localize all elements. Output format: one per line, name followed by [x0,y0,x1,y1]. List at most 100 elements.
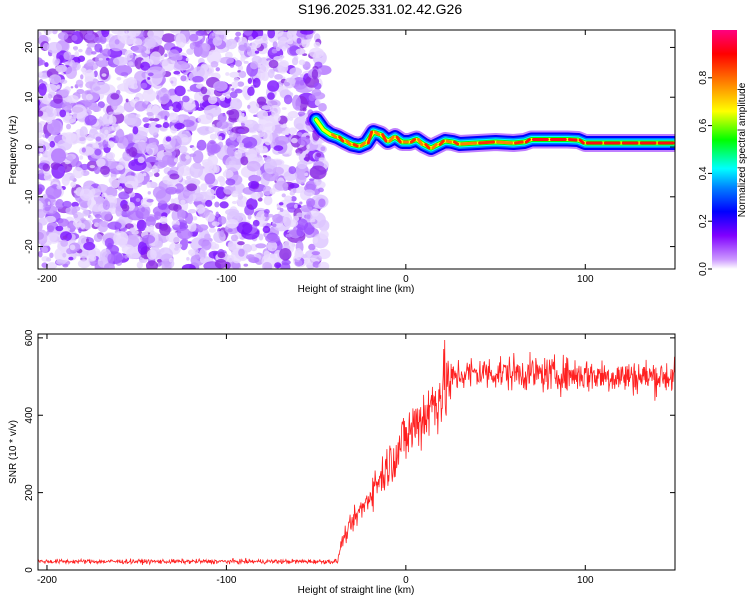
noise-blob [65,65,77,80]
noise-blob [318,261,330,269]
noise-blob [53,94,63,104]
noise-blob [198,238,210,247]
noise-blob [206,30,210,33]
noise-blob [267,92,275,100]
noise-blob [269,188,276,195]
noise-blob [268,113,281,123]
noise-blob [62,235,68,240]
noise-blob [243,30,253,36]
noise-blob [44,215,57,223]
noise-blob [55,259,67,265]
noise-blob [168,257,174,263]
noise-blob [72,62,78,69]
noise-blob [267,68,275,79]
noise-blob [237,128,245,133]
noise-blob [234,88,243,94]
noise-blob [108,111,115,115]
noise-blob [288,183,300,189]
noise-blob [311,251,321,256]
noise-blob [174,60,189,70]
noise-blob [63,51,72,61]
noise-blob [137,156,145,164]
noise-blob [281,193,286,198]
noise-blob [99,116,103,123]
noise-blob [86,254,97,262]
noise-blob [39,147,44,153]
noise-blob [59,79,68,84]
noise-blob [317,187,324,193]
noise-blob [219,96,226,102]
noise-blob [223,185,234,195]
noise-blob [197,224,209,231]
noise-blob [237,241,245,246]
colorbar-tick-label: 0.2 [698,214,709,228]
noise-blob [191,146,196,151]
noise-blob [181,137,189,143]
noise-blob [125,98,129,103]
noise-blob [288,166,297,175]
noise-blob [192,75,204,83]
noise-blob [171,135,182,150]
noise-blob [112,192,118,197]
noise-blob [38,71,43,77]
noise-blob [38,110,44,117]
ridge-peak [478,140,496,145]
noise-blob [49,187,55,193]
noise-blob [66,123,72,130]
ridge-peak [388,135,395,143]
noise-blob [151,104,160,116]
noise-blob [157,247,174,262]
noise-blob [124,180,139,189]
noise-blob [135,198,141,202]
noise-blob [195,30,206,36]
noise-blob [310,218,316,223]
noise-blob [161,154,173,166]
noise-blob [128,61,134,66]
noise-blob [80,74,84,80]
noise-blob [204,233,211,240]
noise-blob [38,57,43,67]
noise-blob [271,48,278,54]
noise-blob [77,259,91,269]
noise-blob [231,87,235,92]
noise-blob [311,88,322,97]
noise-blob [248,36,254,41]
noise-blob [262,33,268,42]
noise-blob [67,94,79,104]
noise-blob [142,117,150,123]
noise-blob [65,133,80,145]
noise-blob [296,212,304,218]
noise-blob [182,238,189,245]
noise-blob [176,228,193,240]
noise-blob [259,123,265,131]
noise-blob [295,48,305,55]
noise-blob [251,40,262,49]
noise-blob [156,94,160,100]
noise-blob [55,225,64,232]
noise-blob [272,213,283,224]
ridge-peak [381,133,388,143]
noise-blob [106,151,116,160]
noise-blob [78,227,82,234]
noise-blob [155,157,161,161]
noise-blob [254,50,260,54]
noise-blob [187,222,197,232]
noise-blob [219,56,234,64]
noise-blob [69,175,75,181]
noise-blob [263,208,270,215]
noise-blob [71,104,87,119]
colorbar-tick-label: 0.6 [698,118,709,132]
noise-blob [55,58,61,64]
noise-blob [208,126,220,133]
noise-blob [81,147,86,153]
noise-blob [243,263,249,267]
noise-blob [316,152,322,158]
noise-blob [241,136,258,149]
noise-blob [99,35,107,44]
noise-blob [309,47,324,58]
noise-blob [48,74,62,85]
noise-blob [57,165,66,173]
noise-blob [110,93,120,100]
noise-blob [73,213,79,219]
